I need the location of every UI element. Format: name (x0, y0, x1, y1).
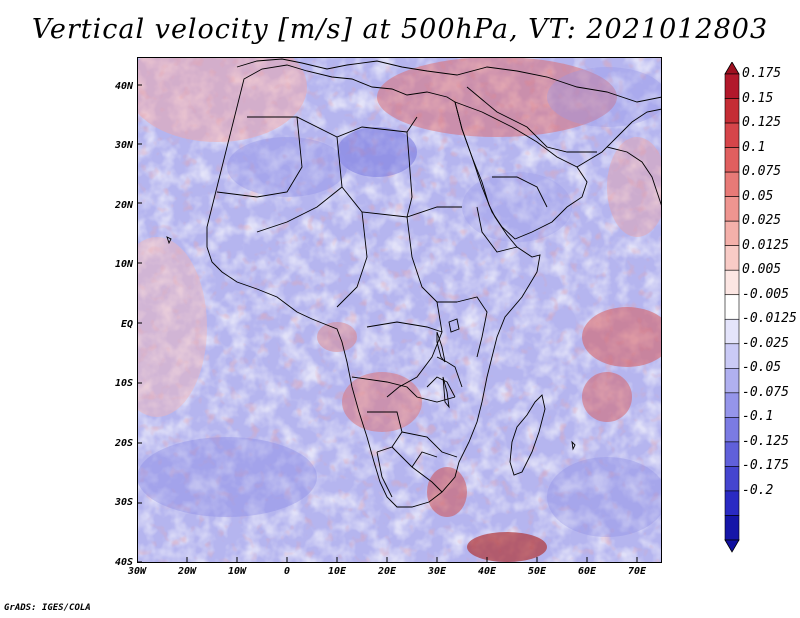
x-tick-label: 70E (627, 566, 647, 577)
y-tick-label: 40N (114, 80, 133, 92)
x-tick-label: 20W (177, 566, 197, 577)
colorbar-label: -0.1 (742, 409, 774, 425)
colorbar-label: 0.005 (742, 262, 782, 278)
colorbar-segment (724, 515, 740, 541)
colorbar-segment (724, 343, 740, 369)
colorbar-top-arrow (724, 61, 740, 75)
colorbar-label: 0.175 (742, 66, 782, 81)
colorbar-label: -0.125 (742, 433, 789, 449)
colorbar-segment (724, 171, 740, 197)
colorbar-label: 0.1 (742, 139, 766, 155)
colorbar-label: 0.125 (742, 115, 782, 131)
chart-title: Vertical velocity [m/s] at 500hPa, VT: 2… (31, 14, 769, 45)
colorbar-label: 0.025 (742, 213, 782, 229)
y-tick-label: 20S (114, 437, 133, 449)
colorbar-segment (724, 73, 740, 99)
x-tick-label: 30W (127, 566, 147, 577)
colorbar-segment (724, 392, 740, 418)
colorbar-segment (724, 269, 740, 296)
colorbar-label: -0.175 (742, 458, 789, 474)
colorbar-label: -0.075 (742, 384, 789, 400)
colorbar-label: 0.0125 (742, 237, 789, 253)
coastlines (166, 58, 662, 508)
colorbar-segment (724, 490, 740, 516)
field-red-patches (137, 57, 662, 563)
x-tick-label: 20E (377, 566, 397, 577)
x-tick-label: 0 (283, 566, 291, 577)
x-tick-label: 60E (577, 566, 597, 577)
y-tick-label: 10S (114, 378, 133, 390)
y-tick-label: 30S (114, 497, 133, 509)
colorbar-segment (724, 98, 740, 124)
y-tick-label: 20N (114, 199, 133, 211)
colorbar-segment (724, 196, 740, 222)
colorbar-segment (724, 147, 740, 173)
colorbar-segment (724, 220, 740, 246)
colorbar-label: -0.2 (742, 482, 774, 498)
map-panel (137, 57, 662, 563)
colorbar-segment (724, 294, 740, 320)
colorbar-label: 0.15 (742, 90, 774, 106)
colorbar-segment (724, 122, 740, 148)
y-tick-label: 10N (114, 259, 133, 271)
colorbar-segment (724, 368, 740, 394)
map-svg (137, 57, 662, 563)
colorbar-label: -0.0125 (742, 311, 797, 327)
colorbar-bottom-arrow (724, 539, 740, 553)
colorbar (720, 61, 800, 562)
colorbar-segment (724, 417, 740, 443)
x-tick-label: 10W (227, 566, 247, 577)
colorbar-label: -0.025 (742, 335, 789, 351)
colorbar-segment (724, 245, 740, 271)
colorbar-label: 0.075 (742, 164, 782, 180)
colorbar-svg (724, 61, 740, 553)
colorbar-segment (724, 441, 740, 467)
x-tick-label: 30E (427, 566, 447, 577)
x-tick-label: 10E (327, 566, 347, 577)
colorbar-segment (724, 318, 740, 345)
colorbar-label: -0.005 (742, 286, 789, 302)
colorbar-label: 0.05 (742, 188, 774, 204)
colorbar-segment (724, 466, 740, 492)
y-tick-label: 30N (114, 140, 133, 152)
field-blue-patches (137, 67, 662, 537)
footer-credit: GrADS: IGES/COLA (4, 603, 91, 613)
y-tick-label: EQ (120, 318, 133, 330)
map-frame (137, 57, 662, 563)
x-tick-label: 40E (477, 566, 497, 577)
x-tick-label: 50E (527, 566, 547, 577)
y-tick-label: 40S (114, 557, 133, 568)
colorbar-label: -0.05 (742, 360, 782, 376)
